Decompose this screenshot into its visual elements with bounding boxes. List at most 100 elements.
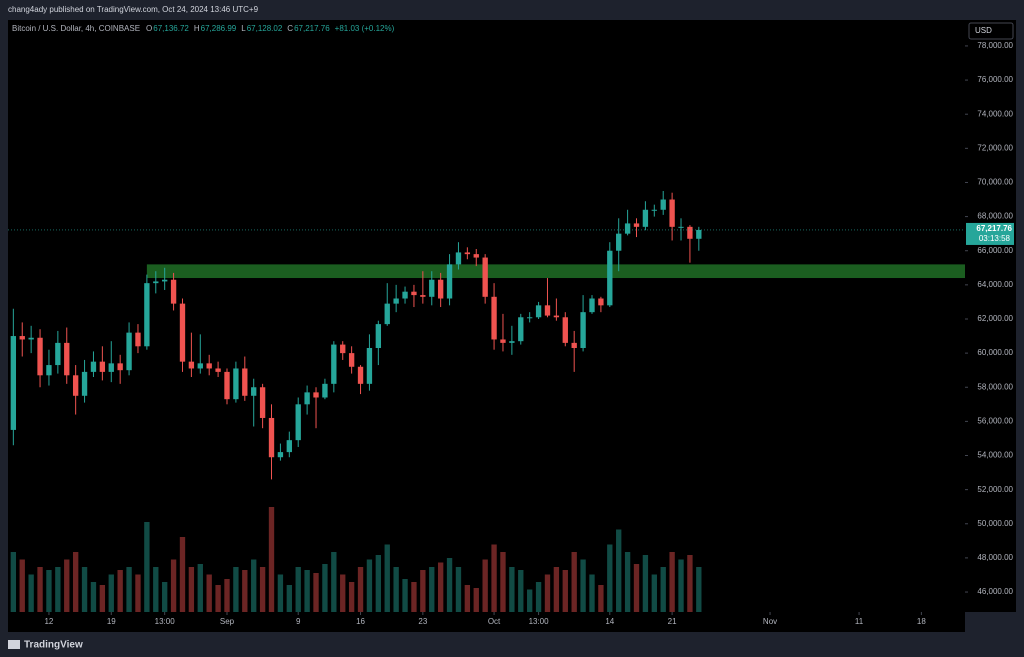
volume-bar bbox=[678, 559, 684, 612]
volume-bar bbox=[455, 567, 462, 612]
x-tick-label: 21 bbox=[668, 617, 677, 626]
candle-body bbox=[589, 298, 595, 313]
volume-bar bbox=[624, 552, 631, 612]
candle-body bbox=[331, 344, 337, 384]
x-tick-label: 13:00 bbox=[529, 617, 550, 626]
candle-body bbox=[224, 371, 230, 400]
volume-bar bbox=[188, 567, 195, 612]
x-tick-label: 18 bbox=[917, 617, 926, 626]
volume-bar bbox=[473, 588, 479, 612]
candle-body bbox=[553, 315, 560, 318]
candle-body bbox=[55, 342, 61, 366]
ohlc-value: 67,217.76 bbox=[294, 24, 330, 33]
currency-box bbox=[968, 22, 1014, 40]
ohlc-value: 67,136.72 bbox=[153, 24, 189, 33]
volume-bar bbox=[633, 564, 640, 612]
candle-body bbox=[72, 375, 79, 396]
volume-bar bbox=[580, 559, 586, 612]
candle-body bbox=[277, 452, 284, 458]
volume-bar bbox=[37, 567, 43, 612]
y-tick-label: 46,000.00 bbox=[977, 587, 1013, 596]
y-tick-label: 76,000.00 bbox=[977, 75, 1013, 84]
volume-bar bbox=[482, 559, 488, 612]
x-tick-label: 9 bbox=[296, 617, 301, 626]
candle-body bbox=[19, 336, 25, 340]
candle-body bbox=[580, 312, 586, 348]
volume-bar bbox=[268, 507, 275, 612]
candle-body bbox=[411, 291, 417, 296]
volume-bar bbox=[446, 558, 453, 612]
volume-bar bbox=[153, 567, 159, 612]
candle-body bbox=[46, 365, 52, 376]
candle-body bbox=[598, 298, 604, 306]
volume-bar bbox=[242, 570, 248, 612]
y-tick-label: 72,000.00 bbox=[977, 143, 1013, 152]
symbol: Bitcoin / U.S. Dollar, 4h, COINBASE bbox=[12, 24, 140, 33]
volume-bar bbox=[179, 537, 186, 612]
plot-area bbox=[8, 20, 965, 612]
volume-bar bbox=[206, 574, 212, 612]
legend: Bitcoin / U.S. Dollar, 4h, COINBASE O 67,… bbox=[12, 24, 395, 33]
brand: TradingView bbox=[24, 640, 83, 651]
candle-body bbox=[206, 363, 212, 369]
candle-body bbox=[393, 298, 399, 304]
candle-body bbox=[170, 279, 177, 304]
candle-body bbox=[420, 295, 426, 297]
volume-bar bbox=[117, 570, 123, 612]
last-price-label: 67,217.76 bbox=[976, 224, 1012, 233]
candle-body bbox=[268, 417, 275, 458]
candle-body bbox=[215, 368, 221, 372]
candle-body bbox=[117, 363, 123, 371]
volume-bar bbox=[10, 552, 17, 612]
y-tick-label: 62,000.00 bbox=[977, 314, 1013, 323]
candle-body bbox=[616, 233, 622, 251]
candle-body bbox=[633, 223, 640, 227]
price-axis bbox=[965, 20, 1016, 612]
time-axis bbox=[8, 612, 965, 632]
candle-body bbox=[509, 341, 515, 343]
volume-bar bbox=[170, 559, 177, 612]
candle-body bbox=[286, 440, 292, 453]
candle-body bbox=[402, 291, 408, 299]
volume-bar bbox=[251, 559, 257, 612]
currency: USD bbox=[975, 26, 992, 35]
candle-body bbox=[482, 257, 488, 297]
candle-body bbox=[10, 336, 17, 430]
candle-body bbox=[642, 209, 649, 227]
volume-bar bbox=[295, 567, 301, 612]
y-tick-label: 54,000.00 bbox=[977, 451, 1013, 460]
candle-body bbox=[162, 279, 168, 282]
candle-body bbox=[571, 342, 577, 348]
candle-body bbox=[696, 229, 702, 239]
volume-bar bbox=[500, 552, 506, 612]
volume-bar bbox=[598, 585, 604, 612]
x-tick-label: 12 bbox=[44, 617, 53, 626]
candle-body bbox=[366, 347, 373, 384]
volume-bar bbox=[99, 585, 106, 612]
volume-bar bbox=[224, 579, 230, 612]
volume-bar bbox=[19, 559, 25, 612]
y-tick-label: 66,000.00 bbox=[977, 246, 1013, 255]
candle-body bbox=[108, 363, 114, 372]
candle-body bbox=[473, 254, 479, 258]
volume-bar bbox=[28, 574, 34, 612]
ohlc-key: H bbox=[194, 24, 200, 33]
volume-bar bbox=[535, 582, 542, 612]
candle-body bbox=[384, 303, 390, 325]
y-tick-label: 70,000.00 bbox=[977, 178, 1013, 187]
ohlc-value: 67,286.99 bbox=[201, 24, 237, 33]
candle-body bbox=[562, 317, 568, 343]
volume-bar bbox=[215, 585, 221, 612]
candle-body bbox=[144, 283, 150, 347]
volume-bar bbox=[162, 582, 168, 612]
candle-body bbox=[188, 361, 195, 369]
candle-body bbox=[126, 332, 132, 371]
volume-bar bbox=[108, 574, 114, 612]
volume-bar bbox=[126, 567, 132, 612]
candle-body bbox=[304, 392, 310, 405]
candle-body bbox=[357, 366, 364, 384]
support-zone bbox=[146, 264, 965, 279]
candle-body bbox=[535, 305, 542, 318]
volume-bar bbox=[393, 567, 399, 612]
volume-bar bbox=[651, 574, 657, 612]
